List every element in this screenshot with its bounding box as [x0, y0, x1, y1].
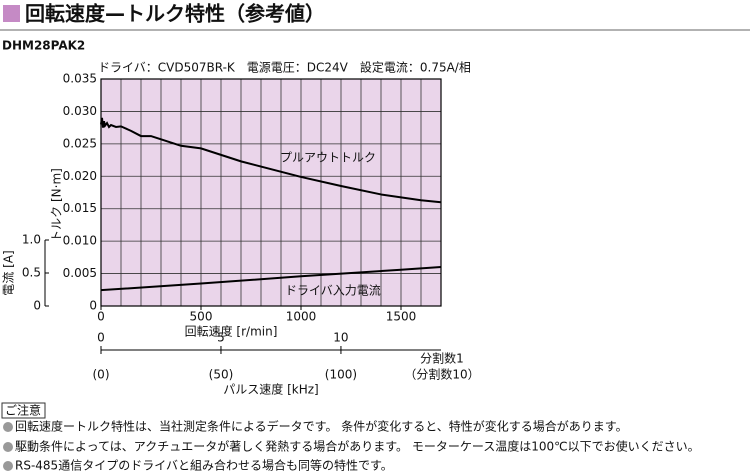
title-icon [3, 5, 20, 22]
bullet [3, 422, 13, 432]
y-tick-label: 0.020 [63, 169, 97, 183]
pulse-row-label: 分割数1 [420, 351, 464, 366]
x-tick-label: 500 [190, 310, 213, 324]
y-axis-label: トルク [N·m] [50, 168, 64, 242]
line [100, 117, 442, 204]
annotation: ドライバ入力電流 [285, 284, 381, 298]
x-axis-label: 回転速度 [r/min] [185, 324, 278, 339]
y-tick-label: 0 [89, 299, 97, 313]
bullet [3, 461, 13, 471]
y2-tick-label: 1.0 [22, 233, 41, 247]
x-tick-label: 1500 [386, 310, 417, 324]
y-tick-label: 0.015 [63, 201, 97, 215]
pulse-tick-label: 0 [97, 331, 105, 345]
y-tick-label: 0.025 [63, 136, 97, 150]
y-tick-label: 0.035 [63, 72, 97, 86]
y-tick-label: 0.005 [63, 266, 97, 280]
notes-box [1, 402, 46, 419]
pulse-tick-label: 5 [217, 331, 225, 345]
bullet [3, 442, 13, 452]
pulse-tick-label: 10 [333, 331, 348, 345]
note: 駆動条件によっては、アクチュエータが著しく発熱する場合があります。 モーターケー… [15, 439, 700, 454]
pulse-sub-label: (100) [325, 368, 357, 382]
pulse-sub-label: (50) [209, 368, 234, 382]
notes-heading: ご注意 [5, 403, 41, 418]
note: RS-485通信タイプのドライバと組み合わせる場合も同等の特性です。 [15, 458, 393, 473]
annotation: プルアウトトルク [280, 151, 376, 165]
note: 回転速度ートルク特性は、当社測定条件によるデータです。 条件が変化すると、特性が… [15, 419, 628, 434]
y-tick-label: 0.030 [63, 104, 97, 118]
subtitle: ドライバ：CVD507BR-K 電源電圧：DC24V 設定電流：0.75A/相 [98, 60, 471, 75]
line [100, 266, 442, 292]
y2-axis-label: 電流 [A] [2, 250, 16, 295]
x-tick-label: 0 [97, 310, 105, 324]
y2-tick-label: 0 [33, 299, 41, 313]
y2-tick-label: 0.5 [22, 266, 41, 280]
plot-area [101, 79, 441, 306]
model: DHM28PAK2 [2, 39, 85, 53]
x-tick-label: 1000 [286, 310, 317, 324]
title: 回転速度—トルク特性（参考値） [25, 2, 325, 26]
pulse-axis-label: パルス速度 [kHz] [223, 382, 318, 397]
pulse-sub-label: (0) [93, 368, 110, 382]
pulse-row-label: （分割数10） [404, 367, 479, 382]
plot-frame [100, 78, 442, 307]
y-tick-label: 0.010 [63, 234, 97, 248]
